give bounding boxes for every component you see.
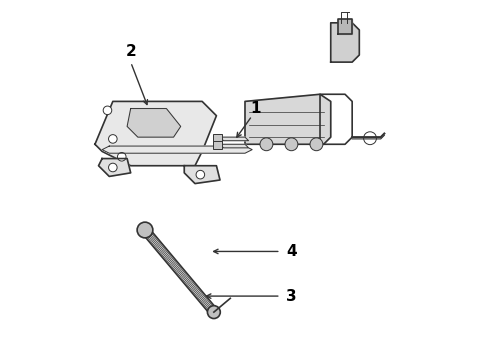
Circle shape	[118, 153, 126, 161]
Bar	[213, 141, 222, 149]
Circle shape	[109, 135, 117, 143]
Circle shape	[285, 138, 298, 151]
Circle shape	[109, 163, 117, 172]
Circle shape	[196, 170, 205, 179]
Circle shape	[310, 138, 323, 151]
Circle shape	[103, 106, 112, 114]
Polygon shape	[127, 109, 181, 137]
Polygon shape	[338, 19, 352, 33]
Text: 2: 2	[125, 44, 136, 59]
Polygon shape	[245, 94, 331, 144]
Polygon shape	[95, 102, 217, 166]
Polygon shape	[142, 227, 217, 315]
Text: 1: 1	[250, 101, 261, 116]
Circle shape	[137, 222, 153, 238]
Circle shape	[207, 306, 220, 319]
Polygon shape	[102, 146, 252, 153]
Polygon shape	[98, 158, 131, 176]
Polygon shape	[184, 166, 220, 184]
Polygon shape	[331, 23, 359, 62]
Circle shape	[260, 138, 273, 151]
Polygon shape	[220, 144, 248, 148]
Polygon shape	[220, 137, 248, 141]
Bar	[213, 134, 222, 142]
Text: 4: 4	[286, 244, 297, 259]
Text: 3: 3	[286, 289, 297, 303]
